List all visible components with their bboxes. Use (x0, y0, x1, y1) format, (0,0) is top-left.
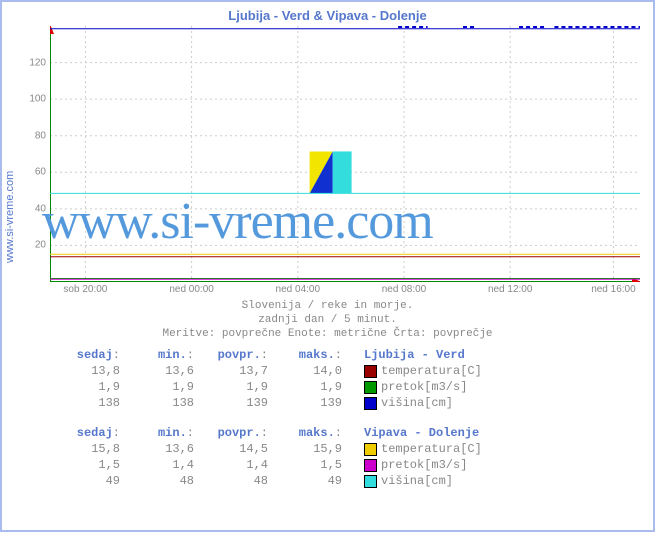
y-tick: 120 (29, 57, 46, 68)
col-maks: maks.: (268, 348, 342, 362)
legend-swatch (364, 443, 377, 456)
x-tick: ned 16:00 (591, 284, 636, 295)
station-name: Ljubija - Verd (364, 348, 465, 362)
cell-min: 13,6 (120, 442, 194, 456)
col-povpr: povpr.: (194, 426, 268, 440)
col-maks: maks.: (268, 426, 342, 440)
y-axis-label: www.si-vreme.com (4, 142, 18, 292)
cell-povpr: 1,4 (194, 458, 268, 472)
legend-swatch (364, 381, 377, 394)
subtitle-1: Slovenija / reke in morje. (2, 300, 653, 312)
table-row: 1,91,91,91,9pretok[m3/s] (46, 380, 482, 396)
y-tick: 80 (35, 130, 46, 141)
col-sedaj: sedaj: (46, 426, 120, 440)
table-row: 1,51,41,41,5pretok[m3/s] (46, 458, 482, 474)
x-tick: ned 08:00 (382, 284, 427, 295)
cell-povpr: 139 (194, 396, 268, 410)
cell-maks: 14,0 (268, 364, 342, 378)
cell-povpr: 14,5 (194, 442, 268, 456)
cell-sedaj: 138 (46, 396, 120, 410)
cell-maks: 1,5 (268, 458, 342, 472)
cell-min: 13,6 (120, 364, 194, 378)
data-tables: sedaj:min.:povpr.:maks.:Ljubija - Verd13… (46, 348, 482, 504)
cell-maks: 139 (268, 396, 342, 410)
chart-title: Ljubija - Verd & Vipava - Dolenje (2, 2, 653, 23)
x-tick: ned 00:00 (169, 284, 214, 295)
cell-sedaj: 13,8 (46, 364, 120, 378)
col-min: min.: (120, 348, 194, 362)
legend-label: pretok[m3/s] (381, 458, 467, 472)
x-tick: ned 12:00 (488, 284, 533, 295)
col-min: min.: (120, 426, 194, 440)
watermark-text: www.si-vreme.com (42, 192, 433, 251)
x-tick: sob 20:00 (63, 284, 107, 295)
cell-sedaj: 49 (46, 474, 120, 488)
legend-label: višina[cm] (381, 474, 453, 488)
table-row: 138138139139višina[cm] (46, 396, 482, 412)
cell-maks: 1,9 (268, 380, 342, 394)
table-row: 15,813,614,515,9 temperatura[C] (46, 442, 482, 458)
cell-povpr: 48 (194, 474, 268, 488)
cell-povpr: 13,7 (194, 364, 268, 378)
cell-min: 138 (120, 396, 194, 410)
cell-sedaj: 1,9 (46, 380, 120, 394)
stats-ljubija: sedaj:min.:povpr.:maks.: Ljubija - Verd 13… (46, 348, 482, 412)
chart-frame: Ljubija - Verd & Vipava - Dolenje www.si… (0, 0, 655, 532)
legend-swatch (364, 459, 377, 472)
legend-label: pretok[m3/s] (381, 380, 467, 394)
legend-swatch (364, 365, 377, 378)
cell-maks: 15,9 (268, 442, 342, 456)
station-name: Vipava - Dolenje (364, 426, 479, 440)
x-tick: ned 04:00 (276, 284, 321, 295)
cell-maks: 49 (268, 474, 342, 488)
x-ticks: sob 20:00 ned 00:00 ned 04:00 ned 08:00 ned … (50, 284, 640, 298)
cell-povpr: 1,9 (194, 380, 268, 394)
stats-vipava: sedaj:min.:povpr.:maks.: Vipava - Dolenje… (46, 426, 482, 490)
col-sedaj: sedaj: (46, 348, 120, 362)
legend-swatch (364, 397, 377, 410)
legend-label: višina[cm] (381, 396, 453, 410)
y-tick: 100 (29, 94, 46, 105)
table-row: 49484849višina[cm] (46, 474, 482, 490)
legend-swatch (364, 475, 377, 488)
cell-min: 1,9 (120, 380, 194, 394)
subtitle-3: Meritve: povprečne Enote: metrične Črta:… (2, 328, 653, 340)
cell-sedaj: 1,5 (46, 458, 120, 472)
cell-min: 1,4 (120, 458, 194, 472)
subtitle-2: zadnji dan / 5 minut. (2, 314, 653, 326)
legend-label: temperatura[C] (381, 364, 482, 378)
col-povpr: povpr.: (194, 348, 268, 362)
cell-min: 48 (120, 474, 194, 488)
cell-sedaj: 15,8 (46, 442, 120, 456)
y-tick: 60 (35, 167, 46, 178)
table-row: 13,813,613,714,0 temperatura[C] (46, 364, 482, 380)
legend-label: temperatura[C] (381, 442, 482, 456)
